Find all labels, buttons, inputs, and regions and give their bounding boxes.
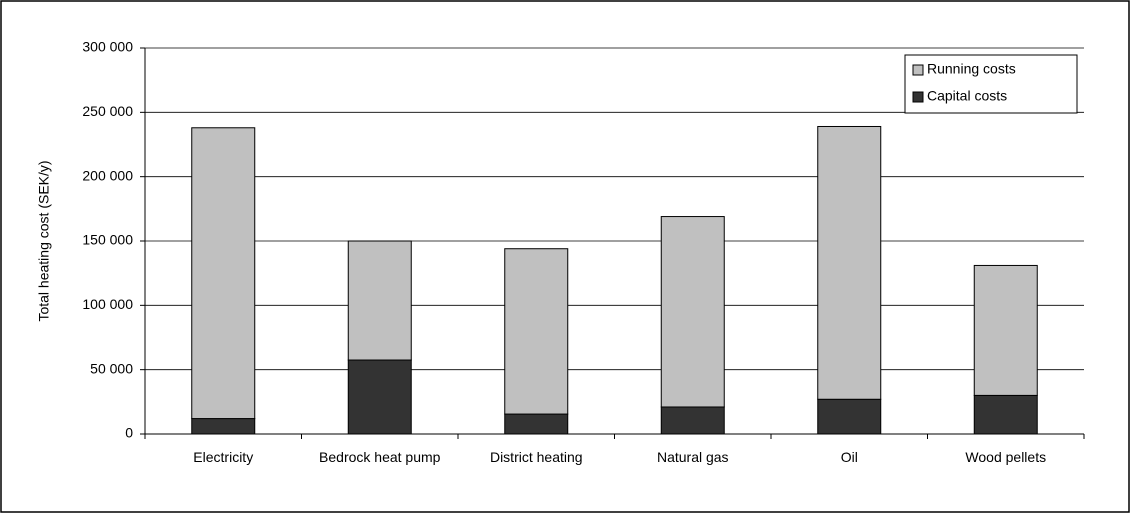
y-tick-label: 250 000 (82, 103, 133, 119)
legend-box (904, 54, 1078, 114)
bar-segment (660, 216, 725, 408)
bar-segment (191, 127, 256, 420)
x-tick-label-box: Oil (840, 449, 858, 465)
x-tick-label: Wood pellets (965, 449, 1047, 465)
x-tick-label-box: Wood pellets (965, 449, 1047, 465)
y-tick-label: 300 000 (82, 39, 133, 55)
bar-segment (973, 394, 1038, 435)
bar-segment (817, 125, 882, 400)
legend-swatch (912, 64, 924, 76)
y-tick-label: 150 000 (82, 232, 133, 248)
legend-label: Capital costs (927, 88, 1007, 104)
bar-segment (191, 418, 256, 435)
bar-segment (504, 248, 569, 415)
bar-segment (817, 398, 882, 435)
x-tick-label: Electricity (193, 449, 254, 465)
bar-segment (504, 413, 569, 435)
x-tick-label-box: Bedrock heat pump (319, 449, 441, 465)
bar-segment (347, 240, 412, 361)
bar-segment (973, 264, 1038, 396)
bar-segment (347, 359, 412, 435)
bar-segment (660, 406, 725, 435)
y-tick-label: 200 000 (82, 167, 133, 183)
y-tick-label: 100 000 (82, 296, 133, 312)
y-axis-label: Total heating cost (SEK/y) (36, 160, 52, 321)
legend-swatch (912, 91, 924, 103)
x-tick-label: Bedrock heat pump (319, 449, 441, 465)
x-tick-label-box: Electricity (193, 449, 254, 465)
x-tick-label: Natural gas (656, 449, 729, 465)
y-tick-label: 50 000 (90, 360, 133, 376)
x-tick-label-box: District heating (489, 449, 583, 465)
x-tick-label-box: Natural gas (656, 449, 729, 465)
y-tick-label: 0 (125, 425, 133, 441)
x-tick-label: District heating (489, 449, 583, 465)
legend-label: Running costs (927, 61, 1016, 77)
x-tick-label: Oil (840, 449, 858, 465)
